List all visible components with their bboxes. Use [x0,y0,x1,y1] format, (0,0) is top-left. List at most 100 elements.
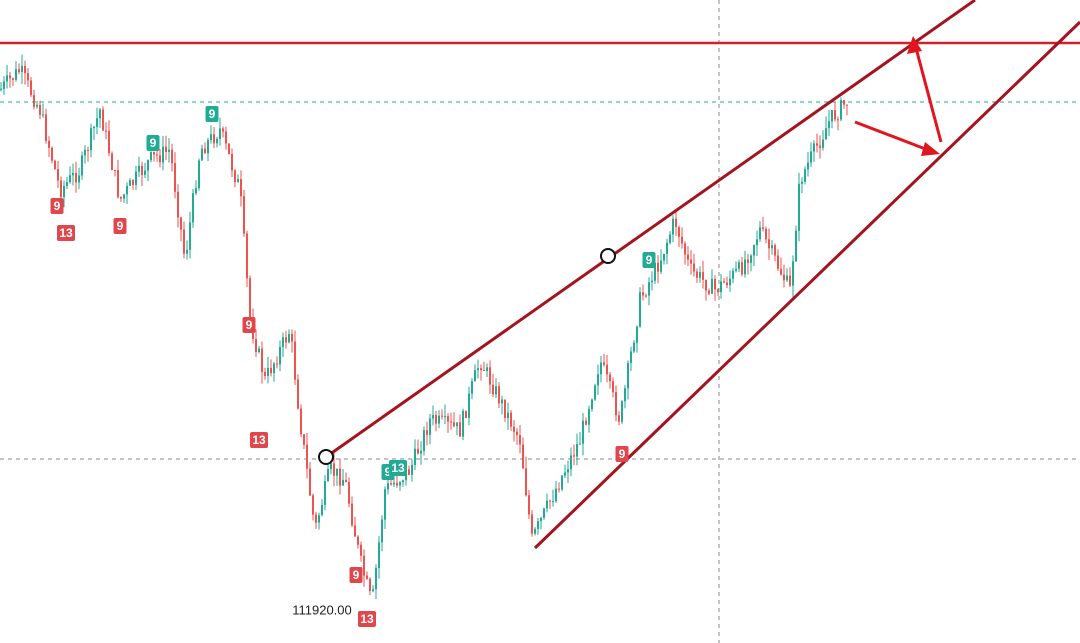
candle-body [123,194,125,199]
candle-body [330,463,332,470]
candle-body [528,495,530,515]
candle-body [654,262,656,281]
candle-body [546,500,548,509]
badge-label: 13 [360,612,374,626]
candle-body [378,542,380,569]
candle-body [690,259,692,264]
candle-body [246,233,248,279]
candle-body [228,143,230,154]
candle-body [420,450,422,454]
candle-body [216,138,218,144]
badge-bg [358,611,376,627]
candle-body [273,363,275,374]
candle-body [612,381,614,393]
candle-body [702,272,704,280]
candle-body [12,78,14,80]
candle-body [696,271,698,278]
candle-body [753,245,755,256]
signal-badge: 13 [250,432,268,448]
candle-body [393,482,395,485]
candle-body [807,162,809,170]
candle-body [708,290,710,294]
badge-label: 9 [646,253,653,267]
candle-body [651,280,653,283]
badge-label: 9 [353,568,360,582]
candle-body [198,160,200,189]
badge-label: 9 [246,318,253,332]
candle-body [351,503,353,526]
candle-body [45,114,47,141]
anchor-point[interactable] [318,449,334,465]
candle-body [666,242,668,254]
candle-body [423,430,425,451]
candle-body [603,362,605,365]
candle-body [801,181,803,184]
candle-body [774,245,776,256]
candle-body [18,69,20,73]
candle-body [675,218,677,228]
price-label: 111920.00 [292,602,352,617]
candle-body [51,147,53,161]
candle-body [588,409,590,425]
candle-body [309,468,311,496]
candle-body [333,463,335,476]
candle-body [372,589,374,592]
candle-body [726,282,728,286]
candle-body [108,130,110,154]
candle-body [363,555,365,576]
candle-body [720,281,722,293]
candle-body [96,118,98,127]
candle-body [693,263,695,272]
candle-body [705,279,707,291]
candle-body [186,249,188,254]
badge-bg [250,432,268,448]
candle-body [756,239,758,246]
candle-body [780,268,782,275]
candle-body [135,171,137,185]
candle-body [303,434,305,445]
candle-body [534,528,536,534]
candle-body [435,415,437,424]
candle-body [81,155,83,176]
candle-body [192,193,194,223]
badge-label: 13 [59,226,73,240]
candle-body [39,104,41,115]
candle-body [660,260,662,272]
candle-body [249,278,251,320]
candle-body [765,228,767,240]
candle-body [237,179,239,183]
candle-body [102,109,104,131]
candle-body [33,95,35,107]
signal-badge: 9 [642,252,656,268]
candle-body [222,128,224,132]
arrow [907,36,943,143]
candle-body [777,255,779,269]
badge-bg [205,106,219,122]
candle-body [672,218,674,235]
candle-body [579,443,581,445]
candle-body [714,278,716,290]
anchor-point[interactable] [600,248,616,264]
candle-body [489,367,491,385]
candle-body [729,278,731,286]
candle-body [615,392,617,416]
candle-body [294,341,296,380]
candle-body [360,544,362,556]
candle-body [825,128,827,140]
candle-body [381,519,383,543]
candle-body [54,160,56,170]
candle-body [657,262,659,272]
badge-bg [50,198,64,214]
candle-body [24,65,26,74]
candle-body [348,481,350,504]
candle-body [447,416,449,422]
candle-body [99,109,101,119]
candle-body [624,388,626,402]
candle-body [267,367,269,376]
candle-body [144,170,146,175]
candle-body [204,148,206,154]
candle-body [141,165,143,175]
candle-body [819,145,821,148]
candle-body [798,183,800,231]
